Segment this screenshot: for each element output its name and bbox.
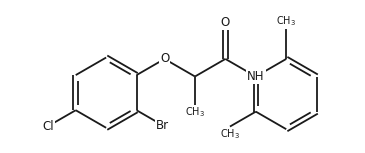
Text: CH$_3$: CH$_3$	[185, 106, 205, 119]
Text: CH$_3$: CH$_3$	[276, 14, 296, 28]
Text: Br: Br	[156, 119, 169, 132]
Text: O: O	[160, 52, 169, 65]
Text: CH$_3$: CH$_3$	[220, 127, 240, 141]
Text: O: O	[221, 16, 230, 29]
Text: Cl: Cl	[42, 119, 54, 132]
Text: NH: NH	[247, 70, 265, 83]
